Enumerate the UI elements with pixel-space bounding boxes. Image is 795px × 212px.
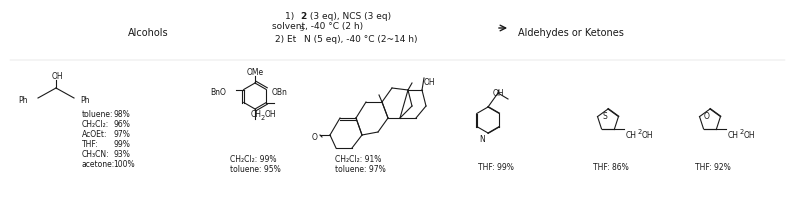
Text: 2: 2 <box>739 129 743 135</box>
Text: O: O <box>704 112 710 121</box>
Text: toluene: 95%: toluene: 95% <box>230 165 281 174</box>
Text: 96%: 96% <box>113 120 130 129</box>
Text: O: O <box>312 133 318 142</box>
Text: 97%: 97% <box>113 130 130 139</box>
Text: (3 eq), NCS (3 eq): (3 eq), NCS (3 eq) <box>307 12 391 21</box>
Text: OH: OH <box>492 89 504 98</box>
Text: toluene: 97%: toluene: 97% <box>335 165 386 174</box>
Text: Ph: Ph <box>18 96 28 105</box>
Text: 93%: 93% <box>113 150 130 159</box>
Text: 2: 2 <box>261 115 266 121</box>
Text: Ph: Ph <box>80 96 90 105</box>
Text: THF: 86%: THF: 86% <box>593 163 629 172</box>
Text: CH₂Cl₂: 91%: CH₂Cl₂: 91% <box>335 155 382 164</box>
Text: THF:: THF: <box>82 140 99 149</box>
Text: OH: OH <box>265 110 277 119</box>
Text: 2) Et: 2) Et <box>275 35 297 44</box>
Text: toluene:: toluene: <box>82 110 114 119</box>
Text: CH: CH <box>727 131 739 140</box>
Text: OH: OH <box>642 131 653 140</box>
Text: THF: 92%: THF: 92% <box>695 163 731 172</box>
Text: OH: OH <box>424 78 436 87</box>
Text: OMe: OMe <box>246 68 264 77</box>
Text: OH: OH <box>52 72 64 81</box>
Text: OBn: OBn <box>272 88 288 97</box>
Text: CH: CH <box>251 110 262 119</box>
Text: THF: 99%: THF: 99% <box>478 163 514 172</box>
Text: 1): 1) <box>285 12 300 21</box>
Text: CH₂Cl₂: 99%: CH₂Cl₂: 99% <box>230 155 277 164</box>
Text: Alcohols: Alcohols <box>128 28 169 38</box>
Text: CH₃CN:: CH₃CN: <box>82 150 110 159</box>
Text: CH: CH <box>626 131 637 140</box>
Text: S: S <box>603 112 607 121</box>
Text: CH₂Cl₂:: CH₂Cl₂: <box>82 120 109 129</box>
Text: OH: OH <box>743 131 755 140</box>
Text: Aldehydes or Ketones: Aldehydes or Ketones <box>518 28 624 38</box>
Text: AcOEt:: AcOEt: <box>82 130 107 139</box>
Text: 2: 2 <box>300 12 306 21</box>
Text: 3: 3 <box>300 26 304 32</box>
Text: 100%: 100% <box>113 160 134 169</box>
Text: BnO: BnO <box>210 88 226 97</box>
Text: 99%: 99% <box>113 140 130 149</box>
Text: acetone:: acetone: <box>82 160 115 169</box>
Text: 2: 2 <box>638 129 642 135</box>
Text: N: N <box>479 135 485 144</box>
Text: solvent, -40 °C (2 h): solvent, -40 °C (2 h) <box>273 22 363 31</box>
Text: N (5 eq), -40 °C (2~14 h): N (5 eq), -40 °C (2~14 h) <box>304 35 417 44</box>
Text: 98%: 98% <box>113 110 130 119</box>
